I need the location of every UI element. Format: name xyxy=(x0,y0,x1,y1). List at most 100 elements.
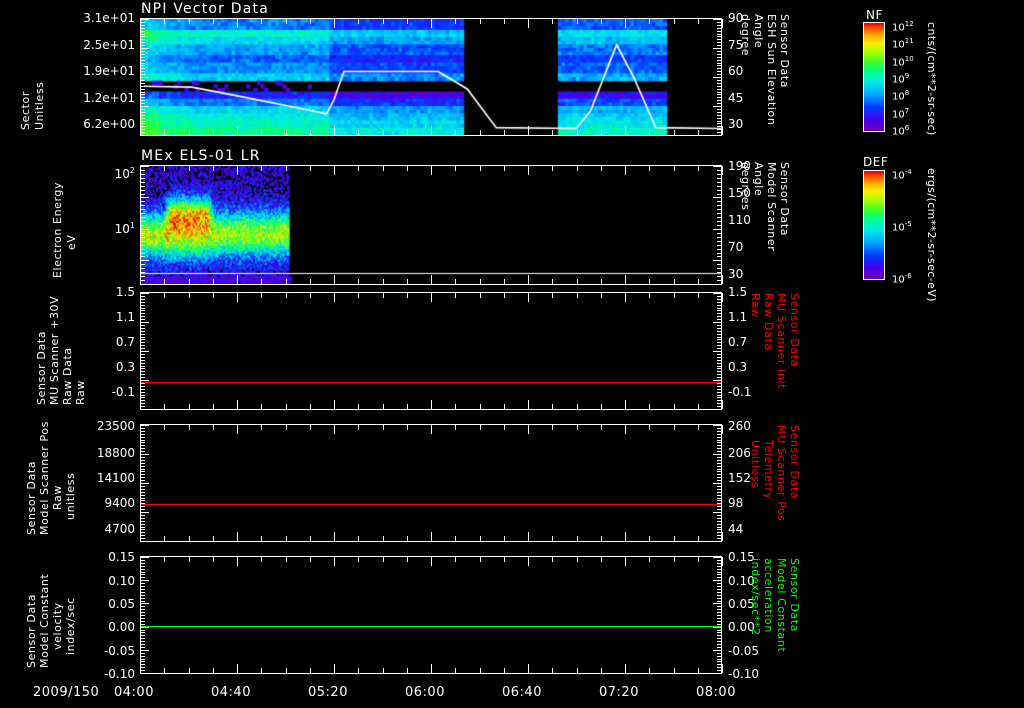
ytick-right-p5-3: 0.00 xyxy=(728,620,755,634)
cb1ticks-3: 109 xyxy=(892,72,910,86)
ytick-right-npi-4: 30 xyxy=(728,117,744,131)
axis-title-p4-right-line0: Sensor Data xyxy=(788,425,801,500)
cb2ticks-0: 10-4 xyxy=(892,168,912,182)
axis-title-npi-left-line0: Sector xyxy=(19,91,32,130)
axis-title-els-right-line0: Sensor Data xyxy=(778,162,791,237)
axis-title-p4-right-line1: MU Scanner Pos xyxy=(775,425,788,522)
ytick-p3-0: 1.5 xyxy=(115,285,135,299)
ytick-right-npi-2: 60 xyxy=(728,64,744,78)
ytick-right-els-1: 150 xyxy=(728,186,751,200)
ytick-npi-3: 1.2e+01 xyxy=(83,91,135,105)
ytick-right-p5-1: 0.10 xyxy=(728,574,755,588)
ytick-p5-0: 0.15 xyxy=(108,550,135,564)
axis-title-npi-right-line3: degree xyxy=(739,14,752,57)
ytick-npi-0: 3.1e+01 xyxy=(83,11,135,25)
ytick-right-p3-1: 1.1 xyxy=(728,310,748,324)
cb1ticks-2: 1010 xyxy=(892,54,914,68)
ytick-right-els-3: 70 xyxy=(728,240,744,254)
axis-title-p4-left-line3: unitless xyxy=(64,472,77,520)
ytick-right-npi-0: 90 xyxy=(728,11,744,25)
axis-title-p5-left-line0: Sensor Data xyxy=(25,593,38,668)
xtick-label-5: 07:20 xyxy=(599,685,639,700)
axis-title-p3-left-line3: Raw xyxy=(74,380,87,405)
ytick-right-p5-2: 0.05 xyxy=(728,597,755,611)
ytick-right-p3-3: 0.3 xyxy=(728,360,748,374)
axis-title-els-left-line1: eV xyxy=(65,234,78,251)
npi-spectrogram-canvas xyxy=(141,19,721,135)
axis-title-p5-right-line0: Sensor Data xyxy=(788,558,801,633)
ytick-npi-4: 6.2e+00 xyxy=(83,117,135,131)
ytick-p4-1: 18800 xyxy=(96,446,135,460)
axis-title-els-right-line2: Angle xyxy=(752,162,765,197)
cb2ticks-1: 10-5 xyxy=(892,220,912,234)
ytick-p5-3: 0.00 xyxy=(108,620,135,634)
ytick-npi-1: 2.5e+01 xyxy=(83,38,135,52)
ytick-right-p4-1: 206 xyxy=(728,446,751,460)
cb1ticks-1: 1011 xyxy=(892,37,914,51)
axis-title-p3-right-line2: Raw Data xyxy=(762,293,775,351)
ytick-right-p3-4: -0.1 xyxy=(728,385,752,399)
ytick-p3-4: -0.1 xyxy=(111,385,135,399)
ytick-right-p3-0: 1.5 xyxy=(728,285,748,299)
plot-area-npi xyxy=(140,18,722,136)
axis-title-p4-right-line3: Unitless xyxy=(749,440,762,489)
xtick-label-4: 06:40 xyxy=(502,685,542,700)
xtick-label-1: 04:40 xyxy=(211,685,251,700)
axis-title-p4-left-line2: Raw xyxy=(51,485,64,510)
axis-title-els-right-line1: Model Scanner xyxy=(765,162,778,252)
axis-title-npi-left-line1: Unitless xyxy=(33,81,46,130)
cb1ticks-0: 1012 xyxy=(892,20,914,34)
colorbar-def xyxy=(863,170,885,280)
axis-title-npi-right-line2: Angle xyxy=(752,14,765,49)
cb1ticks-4: 108 xyxy=(892,89,910,103)
xtick-label-0: 04:00 xyxy=(114,685,154,700)
ytick-right-p5-0: 0.15 xyxy=(728,550,755,564)
axis-title-p3-right-line0: Sensor Data xyxy=(788,293,801,368)
axis-title-els-right-line3: degrees xyxy=(739,162,752,211)
ytick-right-p5-4: -0.05 xyxy=(728,644,760,658)
ytick-right-p3-2: 0.7 xyxy=(728,335,748,349)
colorbar-label-nf: NF xyxy=(866,8,883,22)
panel-title-els: MEx ELS-01 LR xyxy=(141,148,261,164)
axis-title-p5-left-line1: Model Constant xyxy=(38,573,51,668)
cb2ticks-2: 10-6 xyxy=(892,272,912,286)
axis-title-p4-right-line2: Telemetry xyxy=(762,440,775,500)
ytick-p5-4: -0.05 xyxy=(103,644,135,658)
axis-title-p3-right-line3: Raw xyxy=(749,293,762,318)
cb1ticks-5: 107 xyxy=(892,106,910,120)
panel-title-npi: NPI Vector Data xyxy=(141,1,269,17)
axis-title-p5-right-line2: acceleration xyxy=(762,558,775,633)
ytick-p3-1: 1.1 xyxy=(115,310,135,324)
axis-title-p5-right-line3: index/sec**2 xyxy=(749,558,762,636)
plot-area-scannerpos xyxy=(140,424,722,542)
colorbar-nf-unit: cnts/(cm**2-sr-sec) xyxy=(925,22,938,136)
axis-title-npi-right-line0: Sensor Data xyxy=(778,14,791,89)
ytick-right-npi-1: 75 xyxy=(728,38,744,52)
colorbar-label-def: DEF xyxy=(863,155,889,169)
axis-title-p3-left-line1: MU Scanner +30V xyxy=(48,295,61,405)
ytick-right-npi-3: 45 xyxy=(728,91,744,105)
axis-title-p4-left-line1: Model Scanner Pos xyxy=(38,421,51,535)
trace-scanner-pos xyxy=(141,504,721,505)
plot-area-scanner30v xyxy=(140,292,722,410)
xtick-label-6: 08:00 xyxy=(696,685,736,700)
axis-title-els-left-line0: Electron Energy xyxy=(51,181,64,278)
ytick-p5-2: 0.05 xyxy=(108,597,135,611)
ytick-right-els-2: 110 xyxy=(728,213,751,227)
ytick-p5-1: 0.10 xyxy=(108,574,135,588)
axis-title-p3-left-line0: Sensor Data xyxy=(35,330,48,405)
ytick-npi-2: 1.9e+01 xyxy=(83,64,135,78)
ytick-right-p5-5: -0.10 xyxy=(728,667,760,681)
cb1ticks-6: 106 xyxy=(892,124,910,138)
axis-title-p5-right-line1: Model Constant xyxy=(775,558,788,653)
xtick-label-3: 06:00 xyxy=(405,685,445,700)
ytick-right-p4-0: 260 xyxy=(728,419,751,433)
xaxis-date-label: 2009/150 xyxy=(33,685,100,700)
ytick-right-p4-2: 152 xyxy=(728,471,751,485)
ytick-p3-3: 0.3 xyxy=(115,360,135,374)
ytick-right-p4-4: 44 xyxy=(728,522,744,536)
ytick-right-p4-3: 98 xyxy=(728,496,744,510)
ytick-els-1: 101 xyxy=(114,221,135,236)
axis-title-p3-right-line1: MU Scanner Init xyxy=(775,293,788,390)
